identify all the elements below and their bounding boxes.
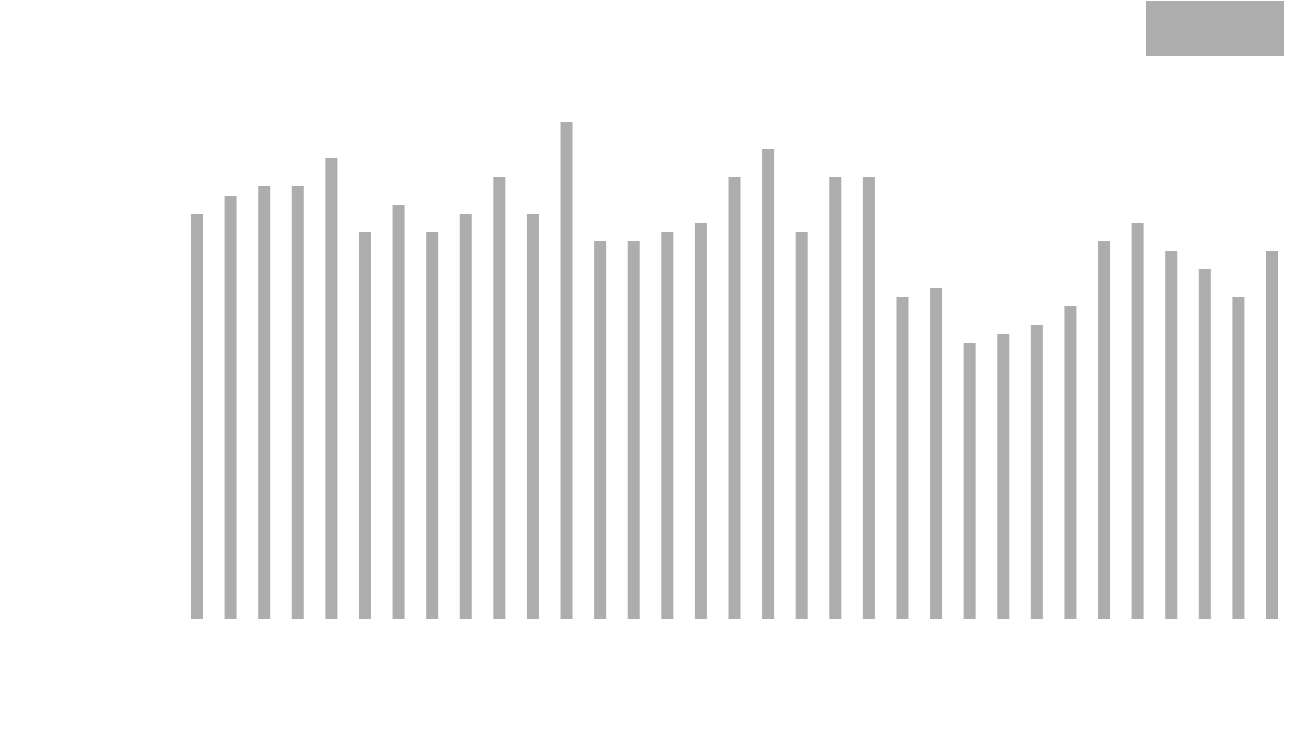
bar xyxy=(224,196,237,619)
bar xyxy=(1064,306,1077,619)
bar xyxy=(1266,251,1278,619)
bar xyxy=(1165,251,1178,619)
bar xyxy=(762,149,775,619)
bar xyxy=(661,232,674,619)
bar xyxy=(459,214,472,619)
bar xyxy=(1098,241,1111,619)
bar xyxy=(1030,325,1043,619)
bar xyxy=(1198,269,1211,619)
bar xyxy=(426,232,439,619)
bar xyxy=(997,334,1010,619)
bar xyxy=(862,177,875,619)
bar xyxy=(191,214,203,619)
bar xyxy=(930,288,943,619)
bar xyxy=(1232,297,1245,619)
bar xyxy=(1131,223,1144,619)
bar xyxy=(392,205,405,619)
bar xyxy=(325,158,338,619)
bar xyxy=(694,223,707,619)
bar xyxy=(526,214,539,619)
bar xyxy=(963,343,976,619)
bar xyxy=(594,241,607,619)
legend-box xyxy=(1146,1,1284,56)
bar xyxy=(795,232,808,619)
bar xyxy=(358,232,371,619)
bar xyxy=(829,177,842,619)
bar xyxy=(493,177,506,619)
bar xyxy=(627,241,640,619)
bar xyxy=(896,297,909,619)
bar xyxy=(258,186,271,619)
bar xyxy=(291,186,304,619)
bar xyxy=(560,122,573,619)
bar xyxy=(728,177,741,619)
